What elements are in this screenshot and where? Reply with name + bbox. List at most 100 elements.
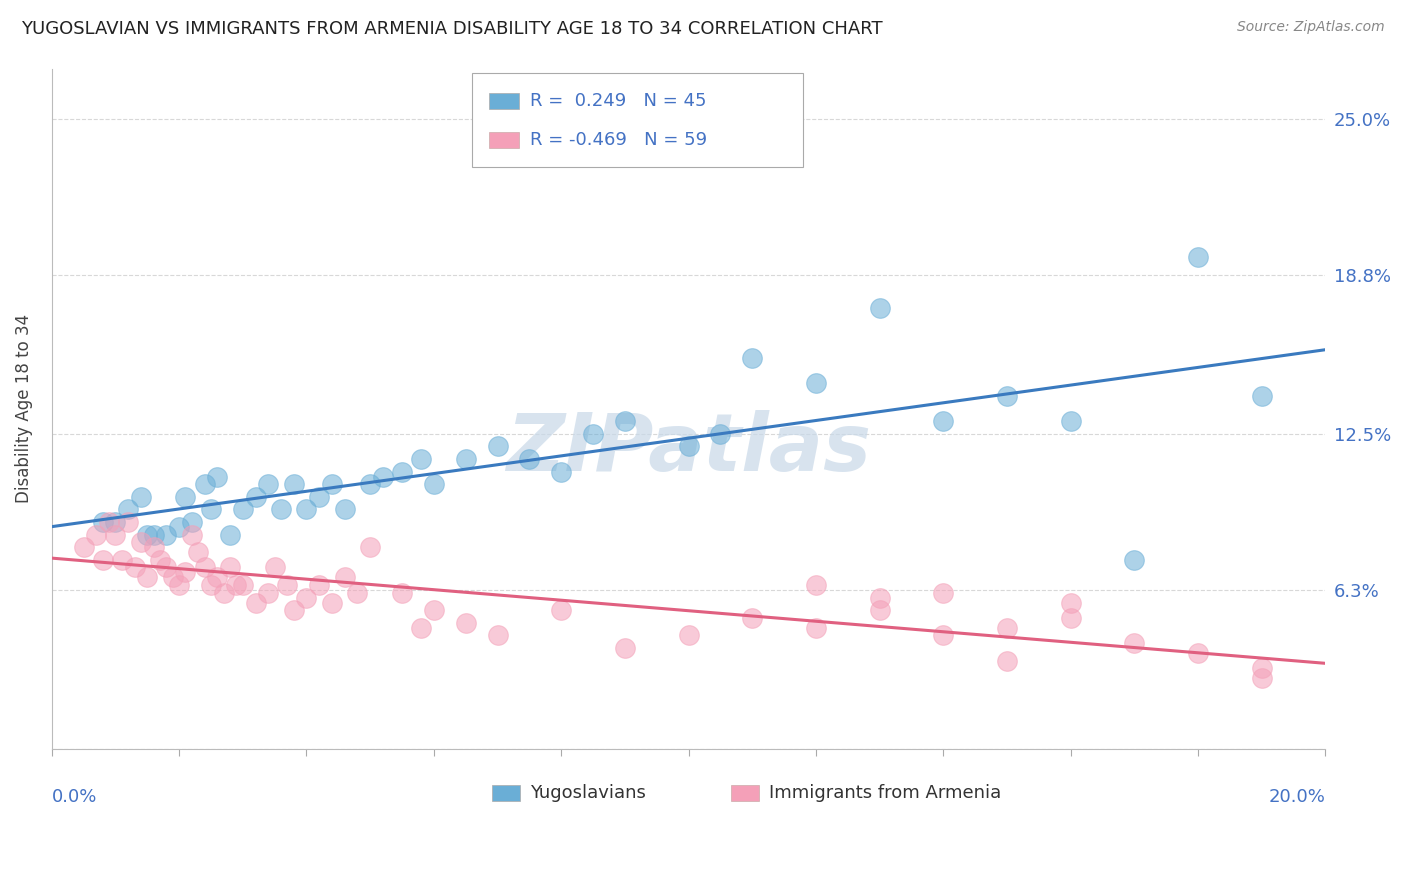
Text: Source: ZipAtlas.com: Source: ZipAtlas.com [1237,20,1385,34]
Point [245,596,267,610]
Point [117,502,139,516]
Point [550,603,572,617]
Point [995,389,1018,403]
Point [111,553,134,567]
Text: Immigrants from Armenia: Immigrants from Armenia [769,784,1001,802]
Point [219,560,242,574]
Point [678,439,700,453]
Point [359,477,381,491]
Point [136,570,159,584]
Point [232,578,254,592]
Point [174,490,197,504]
Point [869,301,891,315]
Point [321,477,343,491]
Text: 20.0%: 20.0% [1268,788,1326,805]
Point [167,520,190,534]
Text: R =  0.249   N = 45: R = 0.249 N = 45 [530,92,706,110]
Point [129,490,152,504]
Point [1060,596,1083,610]
Point [678,628,700,642]
Point [741,351,763,366]
Point [932,585,955,599]
Point [167,578,190,592]
Point [200,578,222,592]
Point [308,490,330,504]
Point [582,426,605,441]
Point [270,502,292,516]
Point [391,465,413,479]
Point [741,611,763,625]
Point [149,553,172,567]
Point [321,596,343,610]
Point [117,515,139,529]
Point [283,477,305,491]
Point [1250,389,1272,403]
Point [613,414,636,428]
Point [232,502,254,516]
Point [1123,553,1146,567]
Point [245,490,267,504]
Point [91,553,114,567]
Point [263,560,285,574]
Point [804,578,827,592]
Point [180,515,202,529]
Point [995,621,1018,635]
Point [194,477,217,491]
Point [995,654,1018,668]
Point [1250,661,1272,675]
Point [1187,251,1209,265]
Point [550,465,572,479]
Point [411,621,433,635]
Point [1123,636,1146,650]
Point [155,560,177,574]
Point [486,628,509,642]
Text: YUGOSLAVIAN VS IMMIGRANTS FROM ARMENIA DISABILITY AGE 18 TO 34 CORRELATION CHART: YUGOSLAVIAN VS IMMIGRANTS FROM ARMENIA D… [21,20,883,37]
Point [187,545,209,559]
Point [104,527,127,541]
Point [613,640,636,655]
Point [207,570,229,584]
Point [136,527,159,541]
Point [142,540,165,554]
Point [333,502,356,516]
Point [194,560,217,574]
Point [155,527,177,541]
Point [86,527,108,541]
Point [932,628,955,642]
Text: R = -0.469   N = 59: R = -0.469 N = 59 [530,131,707,150]
Point [519,452,541,467]
Point [124,560,146,574]
Point [454,615,477,630]
Point [308,578,330,592]
Point [371,469,394,483]
Point [72,540,94,554]
Point [804,376,827,391]
Point [454,452,477,467]
Point [869,591,891,605]
Point [486,439,509,453]
Point [257,585,280,599]
Point [804,621,827,635]
Point [212,585,235,599]
Point [257,477,280,491]
Point [295,591,318,605]
Point [411,452,433,467]
Point [391,585,413,599]
Point [423,477,446,491]
Point [200,502,222,516]
Point [333,570,356,584]
Point [359,540,381,554]
Point [129,535,152,549]
Point [142,527,165,541]
Point [1060,414,1083,428]
Text: 0.0%: 0.0% [52,788,97,805]
Point [346,585,368,599]
Point [295,502,318,516]
Point [98,515,121,529]
Point [1187,646,1209,660]
Point [283,603,305,617]
Point [225,578,247,592]
Point [932,414,955,428]
Y-axis label: Disability Age 18 to 34: Disability Age 18 to 34 [15,314,32,503]
Point [219,527,242,541]
